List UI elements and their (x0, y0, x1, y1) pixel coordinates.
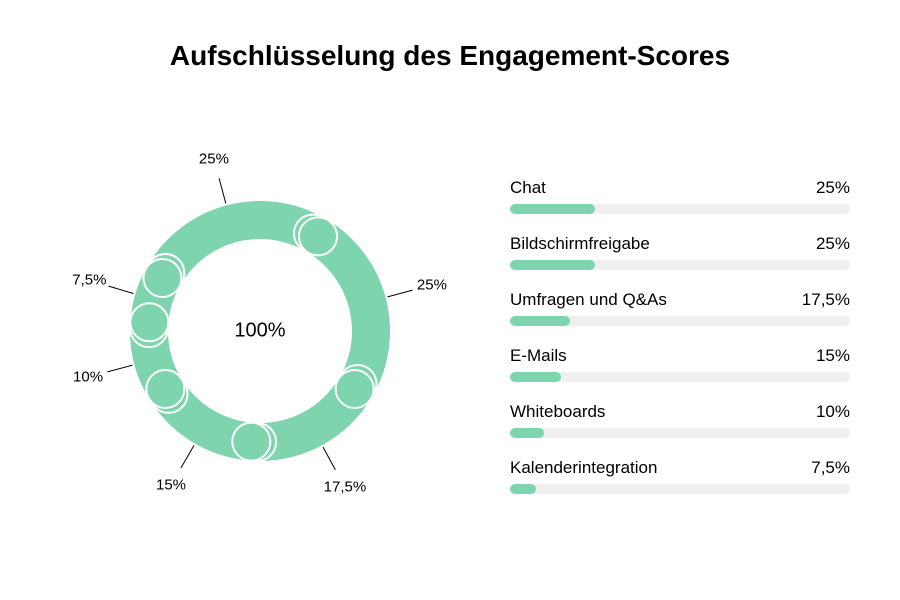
legend-row: Umfragen und Q&As 17,5% (510, 290, 850, 310)
chart-title: Aufschlüsselung des Engagement-Scores (50, 40, 850, 72)
slice-label: 25% (199, 151, 229, 168)
legend-item: Umfragen und Q&As 17,5% (510, 290, 850, 326)
bar-fill (510, 204, 595, 214)
bar-fill (510, 484, 536, 494)
legend-value: 10% (816, 402, 850, 422)
slice-label: 10% (73, 369, 103, 386)
bar-fill (510, 428, 544, 438)
slice-label: 17,5% (324, 479, 367, 496)
legend-value: 17,5% (802, 290, 850, 310)
legend-row: E-Mails 15% (510, 346, 850, 366)
donut-segment-cap (130, 303, 168, 341)
leader-line (109, 286, 134, 293)
legend-item: E-Mails 15% (510, 346, 850, 382)
legend-label: Whiteboards (510, 402, 605, 422)
bar-fill (510, 316, 570, 326)
leader-line (219, 178, 226, 203)
donut-chart: 100% 25% 25% 17,5% 15% 10% 7,5% (50, 121, 470, 541)
bar-track (510, 428, 850, 438)
legend-item: Bildschirmfreigabe 25% (510, 234, 850, 270)
bar-track (510, 260, 850, 270)
donut-segment-cap (336, 370, 374, 408)
legend-row: Kalenderintegration 7,5% (510, 458, 850, 478)
legend-label: Chat (510, 178, 546, 198)
legend-label: Kalenderintegration (510, 458, 657, 478)
leader-line (323, 447, 335, 470)
donut-segment-cap (146, 370, 184, 408)
bar-track (510, 204, 850, 214)
legend-label: Bildschirmfreigabe (510, 234, 650, 254)
legend-item: Whiteboards 10% (510, 402, 850, 438)
slice-label: 25% (417, 276, 447, 293)
legend-value: 7,5% (811, 458, 850, 478)
donut-segment-cap (232, 423, 270, 461)
chart-content: 100% 25%25%17,5%15%10%7,5% Chat25%Bildsc… (50, 102, 850, 560)
leader-line (388, 290, 413, 297)
legend-label: E-Mails (510, 346, 567, 366)
legend-value: 25% (816, 234, 850, 254)
leader-line (181, 445, 194, 468)
bar-track (510, 316, 850, 326)
donut-segment-cap (143, 259, 181, 297)
legend-item: Chat 25% (510, 178, 850, 214)
bar-track (510, 484, 850, 494)
slice-label: 15% (156, 477, 186, 494)
bar-track (510, 372, 850, 382)
legend: Chat 25% Bildschirmfreigabe 25% Umfragen und… (510, 168, 850, 494)
legend-row: Bildschirmfreigabe 25% (510, 234, 850, 254)
bar-fill (510, 260, 595, 270)
legend-row: Chat 25% (510, 178, 850, 198)
legend-label: Umfragen und Q&As (510, 290, 667, 310)
slice-label: 7,5% (72, 272, 106, 289)
donut-segment-cap (299, 217, 337, 255)
legend-value: 15% (816, 346, 850, 366)
chart-container: Aufschlüsselung des Engagement-Scores 10… (0, 0, 900, 600)
leader-line (107, 365, 132, 372)
legend-item: Kalenderintegration 7,5% (510, 458, 850, 494)
donut-center-label: 100% (234, 320, 285, 343)
legend-value: 25% (816, 178, 850, 198)
legend-row: Whiteboards 10% (510, 402, 850, 422)
bar-fill (510, 372, 561, 382)
